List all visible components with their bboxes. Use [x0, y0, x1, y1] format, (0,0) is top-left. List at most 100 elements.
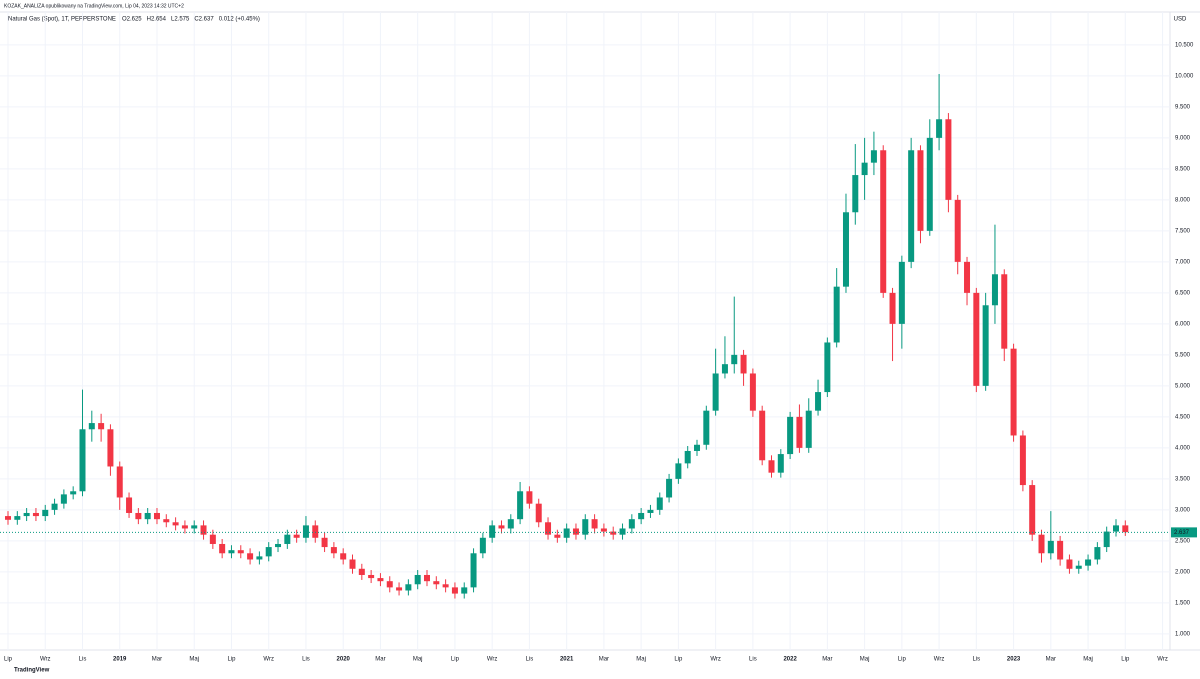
candle-body [1094, 547, 1101, 560]
candle-body [88, 423, 95, 430]
candle-body [563, 528, 570, 538]
candle-body [1038, 534, 1045, 554]
y-tick-label: 4.500 [1175, 414, 1191, 420]
candle-body [1029, 485, 1036, 535]
candle-body [787, 416, 794, 455]
candle-body [116, 466, 123, 498]
candle-body [247, 553, 254, 560]
candle-body [451, 587, 458, 594]
candle-body [23, 512, 30, 517]
candle-body [656, 497, 663, 510]
candle-body [405, 584, 412, 591]
candle-body [731, 354, 738, 365]
y-tick-label: 7.000 [1175, 259, 1191, 265]
y-tick-label: 2.000 [1175, 569, 1191, 575]
candle-body [936, 119, 943, 138]
candle-body [517, 491, 524, 520]
candle-body [470, 553, 477, 588]
candle-body [870, 150, 877, 163]
candle-body [591, 519, 598, 529]
candle-body [507, 519, 514, 529]
x-tick-label: Lis [302, 657, 310, 663]
candle-body [600, 528, 607, 532]
x-tick-label: 2023 [1007, 657, 1021, 663]
x-tick-label: Mar [1046, 657, 1056, 663]
candle-body [60, 494, 67, 504]
y-tick-label: 9.500 [1175, 104, 1191, 110]
candle-body [340, 553, 347, 560]
candle-body [982, 305, 989, 386]
candle-body [489, 525, 496, 538]
x-tick-label: 2021 [560, 657, 574, 663]
candle-body [349, 559, 356, 569]
x-tick-label: Maj [860, 657, 870, 663]
x-tick-label: Lip [674, 657, 683, 663]
candle-body [991, 274, 998, 306]
candle-body [666, 478, 673, 498]
candle-body [1047, 540, 1054, 554]
x-tick-label: Lip [898, 657, 907, 663]
x-tick-label: Mar [152, 657, 162, 663]
y-tick-label: 6.000 [1175, 321, 1191, 327]
candle-body [721, 364, 728, 374]
candle-body [396, 587, 403, 591]
x-tick-label: Mar [822, 657, 832, 663]
x-tick-label: Wrz [487, 657, 498, 663]
candle-body [126, 497, 133, 513]
candle-body [79, 429, 86, 492]
x-tick-label: Wrz [934, 657, 945, 663]
candle-body [628, 519, 635, 529]
watermark: TradingView [14, 668, 50, 674]
x-tick-label: Wrz [1157, 657, 1168, 663]
x-tick-label: Wrz [263, 657, 274, 663]
candle-body [461, 587, 468, 594]
y-tick-label: 3.000 [1175, 507, 1191, 513]
candle-body [1075, 565, 1082, 569]
x-tick-label: 2022 [783, 657, 797, 663]
candle-body [1103, 531, 1110, 548]
candle-body [1010, 348, 1017, 436]
candle-body [228, 550, 235, 554]
x-tick-label: Lis [526, 657, 534, 663]
candle-body [498, 525, 505, 529]
candle-body [330, 547, 337, 554]
candle-body [32, 512, 39, 517]
candle-body [368, 574, 375, 579]
candle-body [833, 286, 840, 343]
candle-body [954, 199, 961, 262]
candle-body [1019, 435, 1026, 486]
candle-body [908, 150, 915, 262]
candle-body [675, 463, 682, 479]
candle-body [1112, 525, 1119, 532]
x-tick-label: 2020 [337, 657, 351, 663]
x-tick-label: Wrz [40, 657, 51, 663]
y-tick-label: 3.500 [1175, 476, 1191, 482]
candle-body [209, 534, 216, 544]
candle-body [973, 292, 980, 386]
candle-body [42, 509, 49, 517]
candle-body [703, 410, 710, 445]
candle-body [964, 261, 971, 293]
chart-title: Natural Gas (Spot), 1T, PEPPERSTONE [8, 17, 116, 23]
candle-body [582, 519, 589, 535]
x-tick-label: Mar [375, 657, 385, 663]
candle-body [898, 261, 905, 324]
candle-body [638, 512, 645, 520]
x-tick-label: Maj [1083, 657, 1093, 663]
candle-body [815, 392, 822, 411]
candle-body [712, 373, 719, 411]
x-tick-label: Lip [1121, 657, 1130, 663]
candle-body [293, 534, 300, 538]
candle-body [852, 175, 859, 213]
legend-value: L2.575 [171, 17, 190, 23]
candle-body [619, 528, 626, 535]
candle-body [945, 119, 952, 200]
y-tick-label: 7.500 [1175, 228, 1191, 234]
candle-body [647, 509, 654, 513]
candle-body [1085, 559, 1092, 566]
x-tick-label: Lis [749, 657, 757, 663]
candle-body [153, 512, 160, 520]
x-tick-label: 2019 [113, 657, 127, 663]
y-tick-label: 2.500 [1175, 538, 1191, 544]
candle-body [312, 525, 319, 538]
